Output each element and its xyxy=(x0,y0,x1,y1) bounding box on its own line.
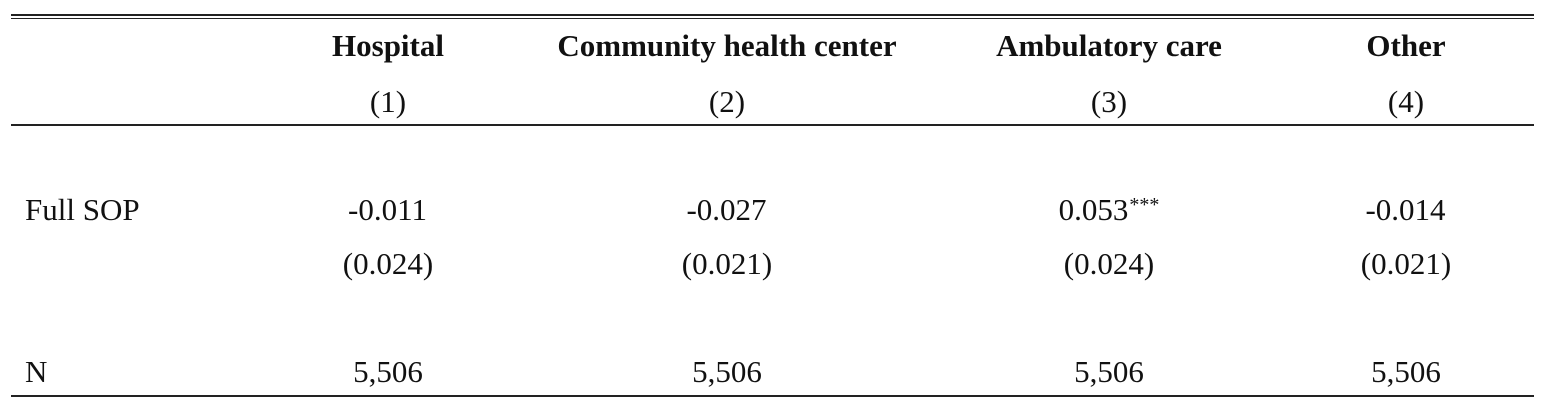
regression-table: Hospital Community health center Ambulat… xyxy=(11,14,1534,398)
standard-error-cell: (0.021) xyxy=(681,246,773,281)
observations-cell: 5,506 xyxy=(353,354,423,389)
observations-cell: 5,506 xyxy=(692,354,762,389)
standard-error-cell: (0.024) xyxy=(342,246,434,281)
top-rule-double xyxy=(11,18,1534,19)
bottom-rule xyxy=(11,395,1534,397)
coefficient-cell: 0.053*** xyxy=(1059,192,1160,232)
column-header-other: Other xyxy=(1366,28,1446,63)
standard-error-cell: (0.024) xyxy=(1063,246,1155,281)
column-header-ambulatory-care: Ambulatory care xyxy=(996,28,1222,63)
row-label-n: N xyxy=(25,354,48,389)
coefficient-value: -0.014 xyxy=(1365,192,1446,227)
coefficient-value: -0.027 xyxy=(686,192,767,227)
significance-stars: *** xyxy=(1129,194,1160,216)
column-header-hospital: Hospital xyxy=(332,28,444,63)
observations-cell: 5,506 xyxy=(1074,354,1144,389)
coefficient-cell: -0.011 xyxy=(348,192,428,232)
header-rule xyxy=(11,124,1534,126)
column-number-1: (1) xyxy=(369,84,407,119)
column-number-3: (3) xyxy=(1090,84,1128,119)
column-number-2: (2) xyxy=(708,84,746,119)
coefficient-value: 0.053 xyxy=(1058,192,1129,227)
row-label-full-sop: Full SOP xyxy=(25,192,140,227)
column-header-community-health-center: Community health center xyxy=(557,28,897,63)
column-number-4: (4) xyxy=(1387,84,1425,119)
coefficient-cell: -0.014 xyxy=(1365,192,1446,232)
top-rule xyxy=(11,14,1534,16)
coefficient-cell: -0.027 xyxy=(686,192,767,232)
observations-cell: 5,506 xyxy=(1371,354,1441,389)
standard-error-cell: (0.021) xyxy=(1360,246,1452,281)
coefficient-value: -0.011 xyxy=(348,192,427,227)
